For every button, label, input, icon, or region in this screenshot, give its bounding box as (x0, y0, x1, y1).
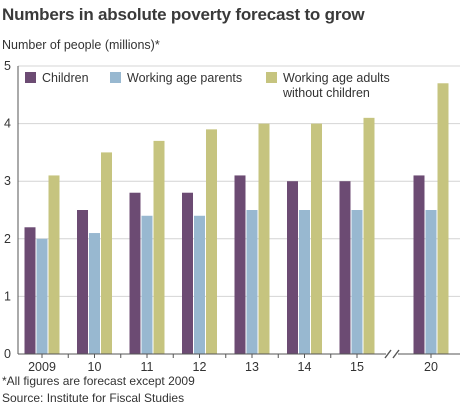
bar (299, 210, 310, 354)
bar (363, 117, 375, 354)
bar (89, 233, 100, 354)
y-tick-label: 5 (4, 59, 11, 73)
bar (77, 210, 88, 354)
bar (339, 181, 351, 354)
bar (153, 140, 165, 354)
bar (141, 215, 153, 354)
y-tick-label: 2 (4, 232, 11, 246)
y-tick-label: 1 (4, 289, 11, 303)
bars (24, 83, 449, 354)
legend-label: without children (282, 86, 370, 100)
bar (206, 129, 217, 354)
x-tick-label: 13 (245, 360, 259, 372)
legend-label: Children (42, 71, 89, 85)
x-tick-label: 14 (298, 360, 312, 372)
bar (234, 175, 246, 354)
bar (182, 192, 193, 354)
bar (101, 152, 112, 354)
legend-label: Working age adults (283, 71, 390, 85)
bar (258, 123, 270, 354)
bar (48, 175, 60, 354)
chart-title: Numbers in absolute poverty forecast to … (2, 5, 365, 24)
x-tick-label: 2009 (28, 360, 56, 372)
bar (246, 210, 258, 354)
bar (129, 192, 141, 354)
legend-swatch (110, 72, 121, 83)
footnote: *All figures are forecast except 2009 (2, 374, 195, 388)
axis-break-mark (384, 349, 392, 359)
bar (437, 83, 449, 354)
legend: Children Working age parents Working age a… (25, 71, 390, 100)
x-tick-label: 15 (350, 360, 364, 372)
bar (311, 123, 322, 354)
bar (413, 175, 425, 354)
y-axis-label: Number of people (millions)* (2, 38, 160, 52)
y-tick-label: 0 (4, 347, 11, 361)
axis-break-mark (392, 349, 400, 359)
x-tick-label: 10 (88, 360, 102, 372)
y-tick-label: 3 (4, 174, 11, 188)
bar (36, 238, 48, 354)
legend-swatch (266, 72, 277, 83)
legend-swatch (25, 72, 36, 83)
bar (425, 210, 437, 354)
x-tick-label: 12 (193, 360, 207, 372)
bar (351, 210, 363, 354)
legend-label: Working age parents (127, 71, 242, 85)
y-tick-label: 4 (4, 117, 11, 131)
bar (287, 181, 298, 354)
axis-break-mask (386, 350, 398, 358)
bar (194, 215, 205, 354)
source-note: Source: Institute for Fiscal Studies (2, 391, 185, 405)
x-tick-label: 20 (424, 360, 438, 372)
x-tick-label: 11 (141, 360, 154, 372)
bar (24, 227, 36, 354)
